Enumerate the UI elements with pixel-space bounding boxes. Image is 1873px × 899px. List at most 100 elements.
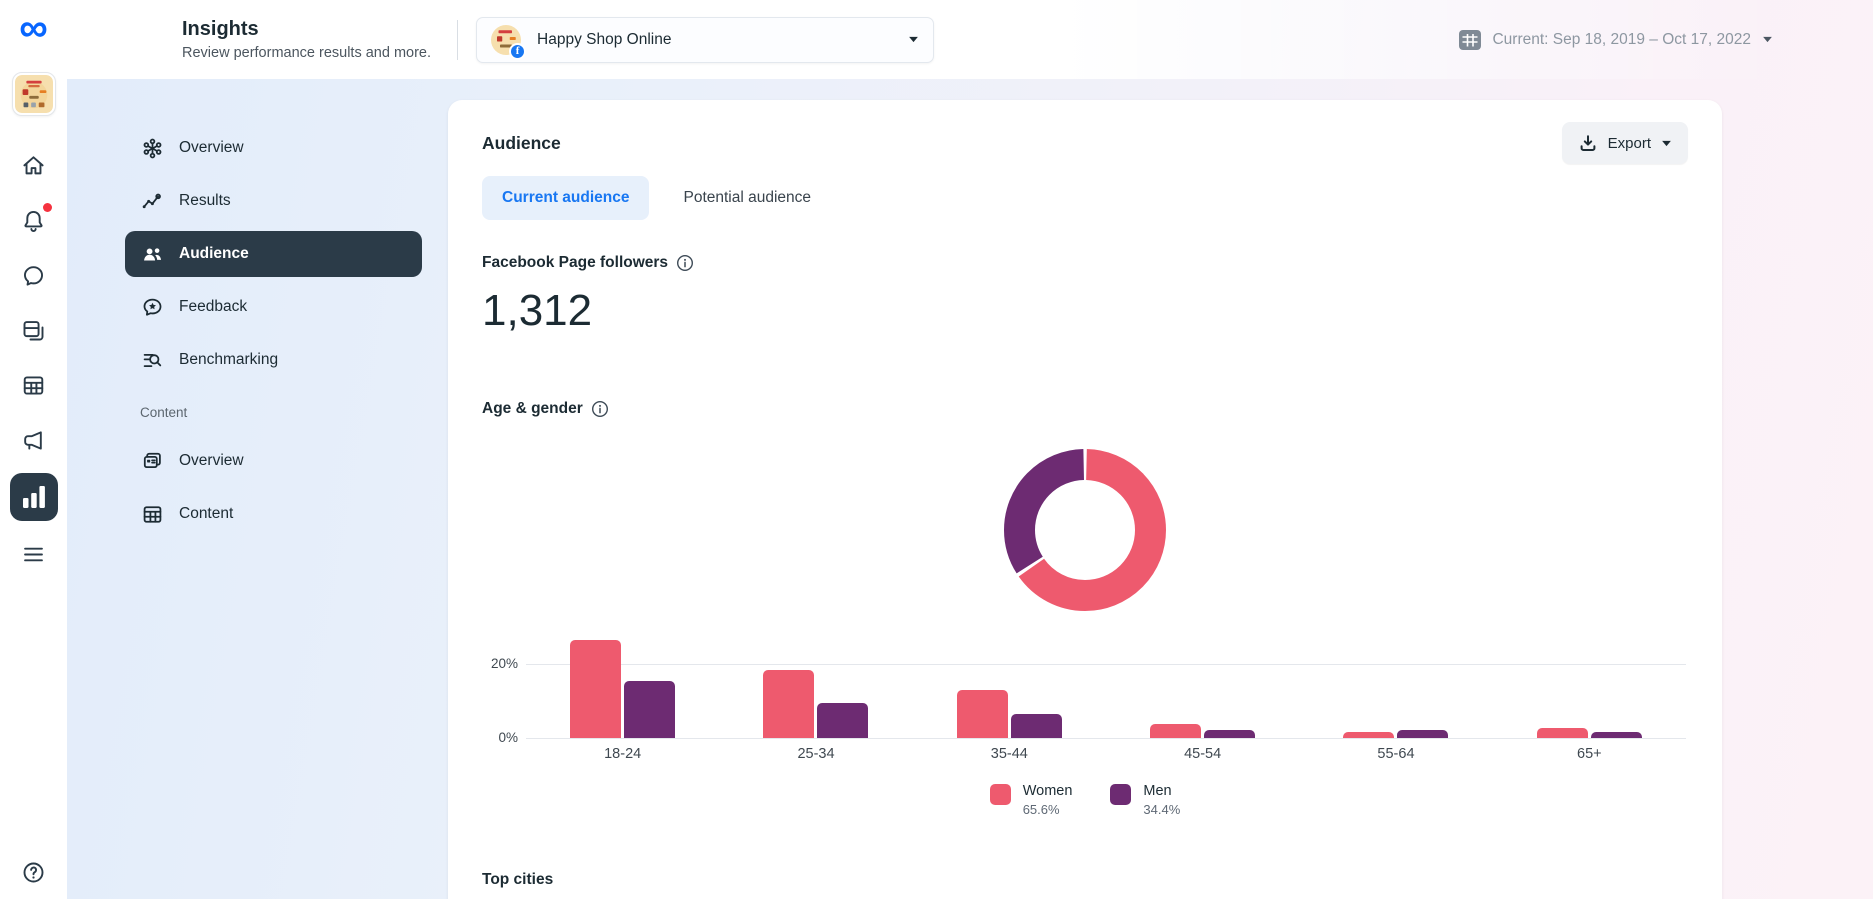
chevron-down-icon	[909, 36, 918, 43]
chart-legend: Women 65.6% Men 34.4%	[482, 783, 1688, 817]
people-icon	[144, 247, 162, 261]
tab-potential-audience[interactable]: Potential audience	[663, 176, 831, 220]
bar-men-35-44[interactable]	[1010, 713, 1062, 738]
sidebar-item-feedback[interactable]: Feedback	[125, 284, 422, 330]
bar-groups	[526, 634, 1686, 738]
more-tools-icon[interactable]	[19, 539, 49, 569]
bar-women-25-34[interactable]	[763, 669, 815, 738]
bar-men-25-34[interactable]	[817, 702, 869, 738]
bar-category-label: 65+	[1577, 746, 1602, 762]
age-gender-section: Age & gender	[482, 400, 1688, 418]
sidebar-item-content-overview[interactable]: Overview	[125, 438, 422, 484]
table-grid-icon	[143, 505, 162, 523]
sidebar-item-label: Audience	[179, 245, 249, 262]
business-avatar-small: f	[491, 24, 527, 60]
business-avatar[interactable]	[11, 72, 56, 116]
bar-men-65+[interactable]	[1590, 731, 1642, 738]
sidebar-item-label: Overview	[179, 452, 244, 469]
info-icon[interactable]	[676, 254, 694, 272]
stacked-posts-icon	[143, 452, 161, 468]
donut-segment-women[interactable]	[1004, 449, 1166, 611]
legend-item-men: Men 34.4%	[1110, 783, 1180, 817]
age-gender-label: Age & gender	[482, 400, 583, 417]
sidebar-item-label: Feedback	[179, 298, 248, 315]
ads-icon[interactable]	[19, 425, 49, 455]
chevron-down-icon	[1662, 140, 1671, 146]
notification-dot	[42, 203, 52, 212]
bar-women-35-44[interactable]	[956, 689, 1008, 738]
insights-icon[interactable]	[9, 473, 58, 521]
help-icon[interactable]	[19, 857, 49, 887]
bar-category-label: 55-64	[1377, 746, 1415, 762]
audience-tabs: Current audience Potential audience	[482, 176, 1688, 220]
sidebar-item-label: Content	[179, 505, 234, 522]
bar-women-55-64[interactable]	[1343, 731, 1395, 738]
sidebar-item-audience[interactable]: Audience	[125, 231, 422, 277]
bar-category-label: 35-44	[990, 746, 1028, 762]
legend-percentage: 34.4%	[1143, 802, 1181, 817]
business-avatar-image	[14, 75, 53, 113]
messages-icon[interactable]	[19, 260, 49, 290]
posts-icon[interactable]	[19, 315, 49, 345]
bar-men-55-64[interactable]	[1397, 729, 1449, 738]
bar-men-45-54[interactable]	[1204, 729, 1256, 738]
bar-men-18-24[interactable]	[624, 680, 676, 738]
followers-metric: Facebook Page followers	[482, 254, 1688, 272]
search-lines-icon	[143, 353, 162, 367]
export-button[interactable]: Export	[1561, 122, 1688, 164]
gender-donut-chart[interactable]	[1003, 448, 1167, 612]
bar-group-18-24	[526, 639, 719, 738]
divider	[457, 19, 459, 60]
date-range-text: Current: Sep 18, 2019 – Oct 17, 2022	[1492, 30, 1751, 48]
hub-network-icon	[143, 138, 162, 158]
bar-women-45-54[interactable]	[1150, 724, 1202, 738]
legend-swatch	[1110, 784, 1132, 805]
gridline-0pct	[526, 738, 1686, 739]
bar-group-55-64	[1299, 729, 1492, 738]
notifications-icon[interactable]	[19, 203, 52, 235]
legend-swatch	[989, 784, 1011, 805]
bar-group-25-34	[719, 669, 912, 738]
legend-item-women: Women 65.6%	[989, 783, 1073, 817]
sidebar-item-results[interactable]: Results	[125, 178, 422, 224]
bar-category-label: 25-34	[797, 746, 835, 762]
sidebar-item-label: Results	[179, 192, 231, 209]
meta-logo[interactable]: ∞	[19, 6, 48, 50]
business-name: Happy Shop Online	[537, 30, 672, 48]
audience-card: Audience Export Current audience Potenti…	[448, 100, 1722, 899]
comment-star-icon	[143, 298, 162, 316]
followers-label: Facebook Page followers	[482, 254, 669, 271]
business-avatar-image	[491, 24, 522, 55]
bar-category-labels: 18-24 25-34 35-44 45-54 55-64 65+	[526, 746, 1686, 762]
bar-group-65+	[1493, 727, 1686, 738]
legend-percentage: 65.6%	[1022, 802, 1060, 817]
global-nav-rail: ∞	[0, 0, 67, 899]
sidebar-item-overview[interactable]: Overview	[125, 125, 422, 171]
topbar: Insights Review performance results and …	[67, 0, 1873, 79]
sidebar-item-label: Overview	[179, 139, 244, 156]
calendar-icon	[1459, 29, 1482, 50]
date-range-selector[interactable]: Current: Sep 18, 2019 – Oct 17, 2022	[1459, 29, 1773, 50]
bar-group-45-54	[1106, 724, 1299, 738]
business-selector-dropdown[interactable]: f Happy Shop Online	[476, 16, 935, 63]
bar-women-65+[interactable]	[1536, 727, 1588, 738]
card-header: Audience Export	[482, 100, 1688, 164]
bar-women-18-24[interactable]	[570, 639, 622, 738]
bar-category-label: 18-24	[604, 746, 642, 762]
followers-count: 1,312	[482, 286, 593, 335]
sidebar-item-benchmarking[interactable]: Benchmarking	[125, 337, 422, 383]
legend-name: Women	[1022, 783, 1073, 799]
tab-current-audience[interactable]: Current audience	[482, 176, 650, 220]
gridline-20pct	[526, 664, 1686, 665]
sidebar-section-content: Content	[140, 405, 188, 420]
planner-icon[interactable]	[19, 370, 49, 400]
top-cities-heading: Top cities	[482, 871, 554, 888]
donut-segment-men[interactable]	[1004, 449, 1166, 611]
bar-category-label: 45-54	[1184, 746, 1222, 762]
insights-sidebar: Overview Results Audience Fee	[125, 125, 422, 544]
sidebar-item-content-content[interactable]: Content	[125, 491, 422, 537]
bar-group-35-44	[913, 689, 1106, 738]
home-icon[interactable]	[19, 150, 49, 180]
info-icon[interactable]	[591, 400, 609, 418]
page-title: Insights	[182, 18, 259, 40]
